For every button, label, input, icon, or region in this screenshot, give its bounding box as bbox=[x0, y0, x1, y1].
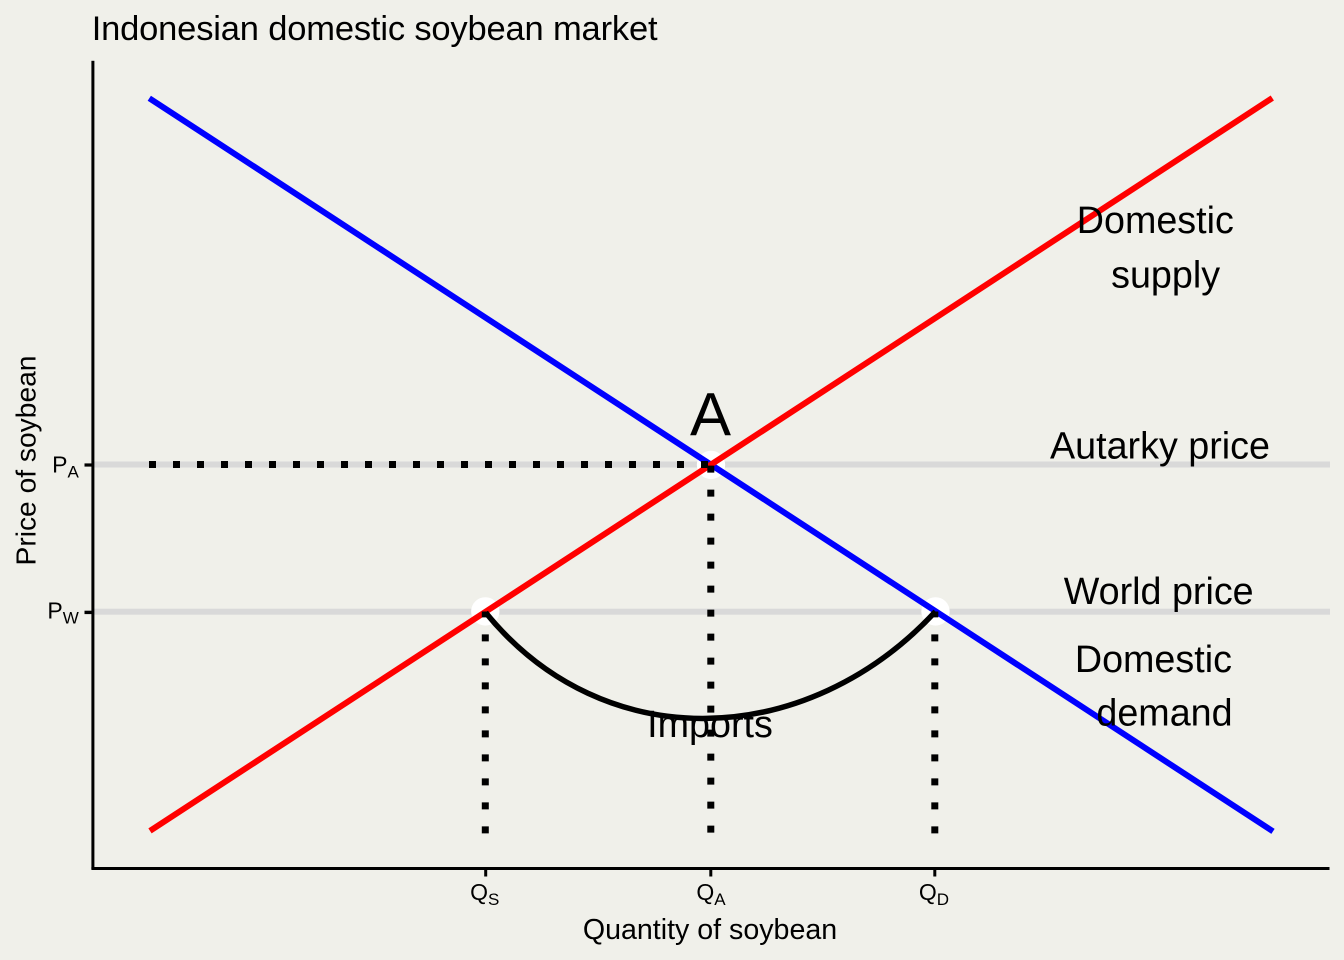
svg-text:supply: supply bbox=[1111, 254, 1220, 296]
svg-text:Domestic: Domestic bbox=[1075, 638, 1232, 680]
svg-text:Imports: Imports bbox=[647, 703, 773, 745]
svg-text:Domestic: Domestic bbox=[1077, 199, 1234, 241]
svg-text:A: A bbox=[690, 381, 731, 450]
svg-text:Indonesian domestic soybean ma: Indonesian domestic soybean market bbox=[92, 10, 658, 48]
svg-text:Autarky price: Autarky price bbox=[1050, 425, 1270, 467]
svg-text:demand: demand bbox=[1096, 691, 1232, 733]
svg-text:Price of soybean: Price of soybean bbox=[9, 356, 41, 566]
svg-text:World price: World price bbox=[1064, 570, 1254, 612]
svg-text:Quantity of soybean: Quantity of soybean bbox=[583, 914, 837, 946]
svg-text:QA: QA bbox=[696, 879, 726, 909]
